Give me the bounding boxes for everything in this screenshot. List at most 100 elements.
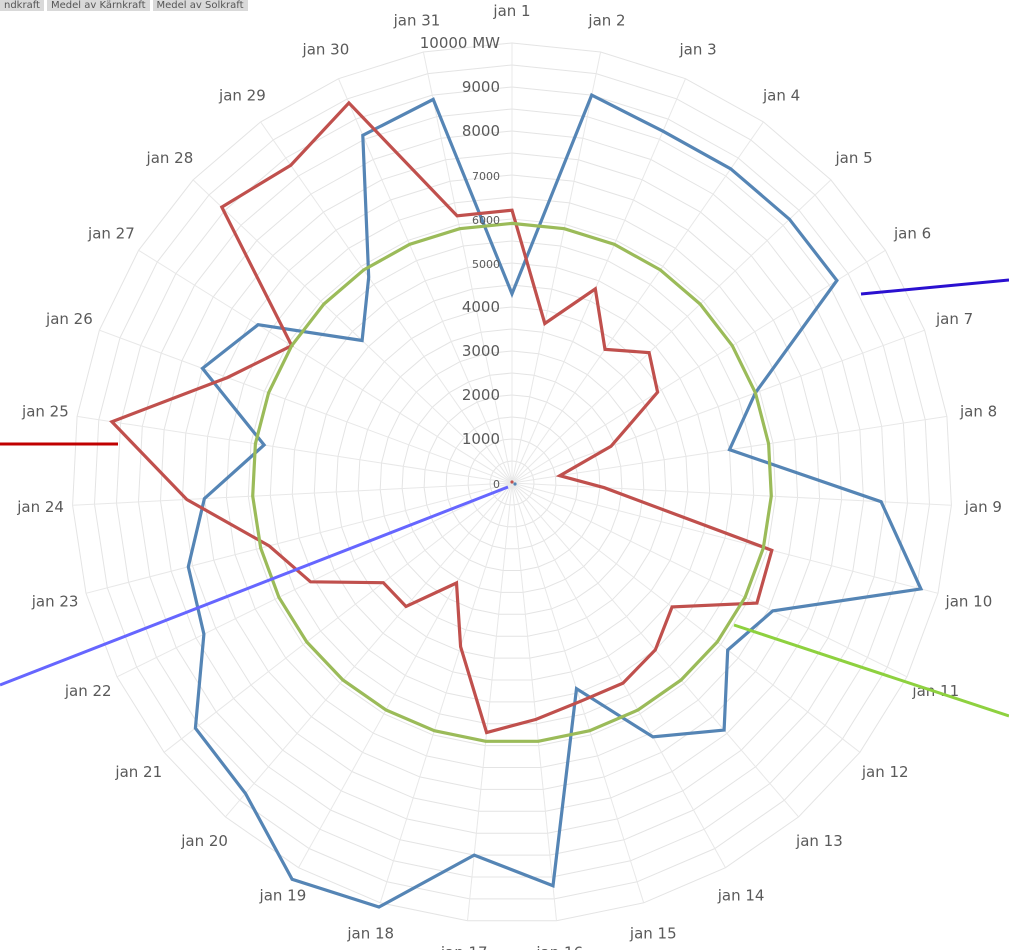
- spoke: [138, 249, 513, 484]
- category-label: jan 23: [31, 592, 79, 610]
- tick-labels: 0 1000 2000 3000 4000 5000 6000 7000 8000 9000 100…: [420, 34, 517, 491]
- category-label: jan 6: [893, 224, 931, 242]
- spoke: [511, 482, 861, 753]
- grid-ring: [401, 372, 623, 593]
- category-label: jan 31: [393, 12, 441, 30]
- grid-ring: [93, 64, 931, 900]
- spoke: [511, 482, 557, 921]
- category-label: jan 16: [535, 944, 583, 950]
- category-label: jan 19: [259, 887, 307, 905]
- category-label: jan 12: [861, 763, 909, 781]
- center-dot: [510, 480, 514, 484]
- grid-ring: [203, 174, 821, 790]
- spoke: [298, 482, 513, 868]
- category-label: jan 18: [346, 924, 394, 942]
- axis-tick-label: 3000: [462, 342, 500, 360]
- radar-grid: [72, 42, 952, 922]
- legend: ndkraft Medel av Kärnkraft Medel av Solk…: [0, 0, 248, 11]
- category-label: jan 20: [180, 832, 228, 850]
- category-label: jan 17: [440, 944, 488, 950]
- category-label: jan 10: [945, 592, 993, 610]
- category-label: jan 27: [87, 224, 135, 242]
- spoke: [422, 51, 513, 484]
- spoke: [511, 121, 764, 484]
- category-label: jan 5: [835, 149, 873, 167]
- spoke: [511, 329, 925, 484]
- grid-ring: [72, 42, 952, 922]
- series-line-0: [186, 92, 924, 909]
- category-label: jan 26: [45, 310, 93, 328]
- series-layer: [109, 92, 924, 909]
- category-label: jan 2: [587, 12, 625, 30]
- spoke: [72, 482, 513, 506]
- grid-ring: [313, 284, 711, 681]
- spoke: [85, 482, 513, 594]
- grid-ring: [115, 86, 909, 878]
- grid-ring: [423, 394, 601, 571]
- axis-tick-label: 4000: [462, 298, 500, 316]
- annotation-line: [0, 485, 509, 687]
- annotation-line: [733, 623, 1009, 718]
- grid-ring: [181, 152, 843, 812]
- annotation-line: [860, 278, 1009, 296]
- category-label: jan 24: [16, 498, 64, 516]
- axis-tick-label: 2000: [462, 386, 500, 404]
- spoke: [511, 51, 602, 484]
- spoke: [260, 121, 513, 484]
- axis-tick-label: 1000: [462, 430, 500, 448]
- axis-tick-label: 0: [493, 478, 500, 491]
- spoke: [467, 482, 513, 921]
- category-label: jan 8: [959, 403, 997, 421]
- grid-ring: [247, 218, 777, 747]
- spoke: [163, 482, 513, 753]
- spoke: [511, 482, 726, 868]
- spoke: [379, 482, 513, 903]
- grid-ring: [445, 416, 579, 550]
- spoke: [511, 482, 939, 594]
- spoke: [511, 482, 645, 903]
- category-label: jan 1: [492, 2, 530, 20]
- spoke: [338, 78, 513, 484]
- category-label: jan 25: [21, 403, 69, 421]
- axis-tick-label: 10000 MW: [420, 34, 500, 52]
- spoke: [192, 179, 513, 484]
- category-label: jan 21: [114, 763, 162, 781]
- grid-ring: [379, 350, 645, 615]
- grid-ring: [269, 240, 755, 725]
- grid-ring: [291, 262, 733, 703]
- category-label: jan 29: [218, 87, 266, 105]
- spoke: [99, 329, 513, 484]
- legend-item-solkraft: Medel av Solkraft: [152, 0, 248, 11]
- axis-tick-label: 6000: [472, 214, 500, 227]
- series-line-2: [251, 221, 773, 743]
- axis-tick-label: 8000: [462, 122, 500, 140]
- spoke: [511, 179, 832, 484]
- spoke: [511, 249, 886, 484]
- axis-tick-label: 7000: [472, 170, 500, 183]
- category-label: jan 3: [679, 40, 717, 58]
- category-label: jan 7: [935, 310, 973, 328]
- legend-item-karnkraft: Medel av Kärnkraft: [46, 0, 150, 11]
- category-label: jan 15: [629, 924, 677, 942]
- category-label: jan 9: [964, 498, 1002, 516]
- legend-item-vindkraft: ndkraft: [0, 0, 44, 11]
- spoke: [116, 482, 513, 678]
- series-line-1: [109, 100, 774, 735]
- grid-ring: [489, 460, 535, 506]
- grid-ring: [225, 196, 799, 768]
- category-label: jan 28: [146, 149, 194, 167]
- grid-ring: [335, 306, 689, 659]
- axis-tick-label: 9000: [462, 78, 500, 96]
- spoke: [511, 78, 686, 484]
- category-label: jan 13: [795, 832, 843, 850]
- grid-ring: [137, 108, 887, 856]
- spoke: [511, 482, 908, 678]
- axis-tick-label: 5000: [472, 258, 500, 271]
- category-label: jan 22: [64, 682, 112, 700]
- spoke: [77, 415, 513, 484]
- grid-ring: [467, 438, 557, 528]
- category-label: jan 14: [717, 887, 765, 905]
- radar-spokes: [72, 43, 952, 921]
- category-label: jan 30: [302, 40, 350, 58]
